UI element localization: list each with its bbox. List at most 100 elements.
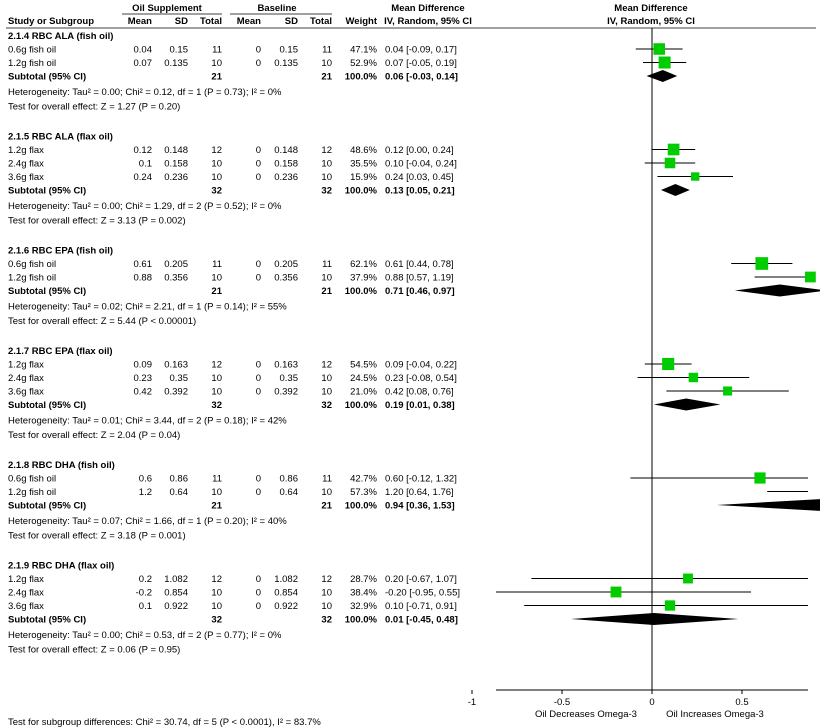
x-axis-ticks: -1-0.500.51 (468, 690, 749, 708)
study-name: 1.2g fish oil (8, 487, 56, 498)
study-weight: 57.3% (350, 487, 377, 498)
col-oil-total: Total (200, 16, 222, 27)
study-weight: 48.6% (350, 145, 377, 156)
oil-sd: 0.236 (164, 172, 188, 183)
subtotal-diamond (646, 70, 678, 82)
base-total: 12 (321, 574, 332, 585)
study-row: 3.6g flax 0.42 0.392 10 0 0.392 10 21.0% 0.42 [0… (8, 387, 454, 398)
base-sd: 0.148 (274, 145, 298, 156)
oil-total: 10 (211, 588, 222, 599)
study-weight: 24.5% (350, 373, 377, 384)
oil-total: 12 (211, 145, 222, 156)
base-total: 11 (322, 45, 332, 56)
study-point (664, 600, 676, 611)
oil-mean: 0.23 (134, 373, 153, 384)
oil-sd: 1.082 (164, 574, 188, 585)
study-row: 0.6g fish oil 0.6 0.86 11 0 0.86 11 42.7% 0.60 [… (8, 474, 457, 485)
study-ci: 0.09 [-0.04, 0.22] (385, 360, 457, 371)
base-total: 12 (321, 145, 332, 156)
subgroup: 2.1.7 RBC EPA (flax oil) 1.2g flax 0.09 0.1… (8, 346, 457, 441)
subgroup-title: 2.1.6 RBC EPA (fish oil) (8, 246, 113, 257)
study-ci: 1.20 [0.64, 1.76] (385, 487, 454, 498)
subtotal-weight: 100.0% (345, 615, 378, 626)
overall-effect-text: Test for overall effect: Z = 0.06 (P = 0… (8, 645, 180, 656)
overall-effect-text: Test for overall effect: Z = 5.44 (P < 0… (8, 316, 196, 327)
subgroup-title: 2.1.4 RBC ALA (fish oil) (8, 31, 113, 42)
subtotal-row: Subtotal (95% CI) 21 21 100.0% 0.06 [-0.03, … (8, 72, 458, 83)
oil-sd: 0.15 (170, 45, 189, 56)
oil-total: 10 (211, 58, 222, 69)
study-row: 1.2g flax 0.2 1.082 12 0 1.082 12 28.7% 0.20 [-0… (8, 574, 457, 585)
subtotal-label: Subtotal (95% CI) (8, 186, 86, 197)
subtotal-oil-total: 32 (211, 615, 222, 626)
study-row: 2.4g flax 0.23 0.35 10 0 0.35 10 24.5% 0.23 [-0.… (8, 373, 457, 384)
study-name: 1.2g fish oil (8, 273, 56, 284)
study-name: 2.4g flax (8, 159, 44, 170)
study-ci: 0.60 [-0.12, 1.32] (385, 474, 457, 485)
col-study: Study or Subgroup (8, 16, 94, 27)
oil-total: 10 (211, 159, 222, 170)
study-point (691, 172, 700, 181)
subtotal-oil-total: 21 (211, 501, 222, 512)
oil-mean: 0.09 (134, 360, 153, 371)
study-name: 1.2g flax (8, 145, 44, 156)
oil-mean: 0.24 (134, 172, 153, 183)
header-oil-supplement: Oil Supplement (132, 3, 203, 14)
oil-total: 12 (211, 360, 222, 371)
subgroup: 2.1.4 RBC ALA (fish oil) 0.6g fish oil 0.0… (8, 31, 458, 113)
heterogeneity-text: Heterogeneity: Tau² = 0.01; Chi² = 3.44,… (8, 416, 287, 427)
subtotal-base-total: 32 (321, 615, 332, 626)
base-sd: 0.854 (274, 588, 298, 599)
base-total: 10 (321, 588, 332, 599)
base-total: 10 (321, 58, 332, 69)
subtotal-weight: 100.0% (345, 501, 378, 512)
study-row: 0.6g fish oil 0.61 0.205 11 0 0.205 11 62.1% 0.6… (8, 259, 454, 270)
heterogeneity-text: Heterogeneity: Tau² = 0.00; Chi² = 0.53,… (8, 630, 282, 641)
study-name: 2.4g flax (8, 373, 44, 384)
oil-sd: 0.35 (170, 373, 189, 384)
study-name: 3.6g flax (8, 172, 44, 183)
subtotal-diamond (716, 499, 820, 511)
oil-sd: 0.135 (164, 58, 188, 69)
study-name: 1.2g flax (8, 360, 44, 371)
study-weight: 38.4% (350, 588, 377, 599)
study-ci: 0.24 [0.03, 0.45] (385, 172, 454, 183)
study-point (683, 573, 693, 584)
study-name: 0.6g fish oil (8, 474, 56, 485)
oil-total: 11 (212, 474, 222, 485)
study-point (653, 43, 665, 55)
study-point (688, 372, 699, 383)
oil-total: 11 (212, 45, 222, 56)
study-row: 3.6g flax 0.24 0.236 10 0 0.236 10 15.9% 0.24 [0… (8, 172, 454, 183)
subtotal-diamond (734, 284, 820, 297)
base-sd: 1.082 (274, 574, 298, 585)
study-name: 1.2g flax (8, 574, 44, 585)
base-mean: 0 (256, 45, 261, 56)
subtotal-oil-total: 21 (211, 72, 222, 83)
heterogeneity-text: Heterogeneity: Tau² = 0.00; Chi² = 0.12,… (8, 87, 282, 98)
subtotal-oil-total: 21 (211, 286, 222, 297)
col-base-sd: SD (285, 16, 298, 27)
base-total: 11 (322, 474, 332, 485)
study-weight: 54.5% (350, 360, 377, 371)
col-base-total: Total (310, 16, 332, 27)
study-name: 0.6g fish oil (8, 45, 56, 56)
oil-sd: 0.64 (170, 487, 189, 498)
study-point (662, 357, 675, 371)
study-point (658, 56, 671, 69)
oil-mean: 0.2 (139, 574, 152, 585)
oil-mean: 1.2 (139, 487, 152, 498)
subtotal-weight: 100.0% (345, 186, 378, 197)
study-row: 1.2g fish oil 0.07 0.135 10 0 0.135 10 52.9% 0.0… (8, 58, 457, 69)
header-mean-difference: Mean Difference (391, 3, 464, 14)
study-row: 2.4g flax -0.2 0.854 10 0 0.854 10 38.4% -0.20 [… (8, 588, 460, 599)
oil-sd: 0.392 (164, 387, 188, 398)
overall-effect-text: Test for overall effect: Z = 3.18 (P = 0… (8, 531, 186, 542)
study-row: 1.2g fish oil 1.2 0.64 10 0 0.64 10 57.3% 1.20 [… (8, 487, 454, 498)
oil-sd: 0.922 (164, 601, 188, 612)
study-weight: 62.1% (350, 259, 377, 270)
study-row: 3.6g flax 0.1 0.922 10 0 0.922 10 32.9% 0.10 [-0… (8, 601, 457, 612)
col-oil-sd: SD (175, 16, 188, 27)
oil-mean: 0.1 (139, 159, 152, 170)
base-mean: 0 (256, 145, 261, 156)
